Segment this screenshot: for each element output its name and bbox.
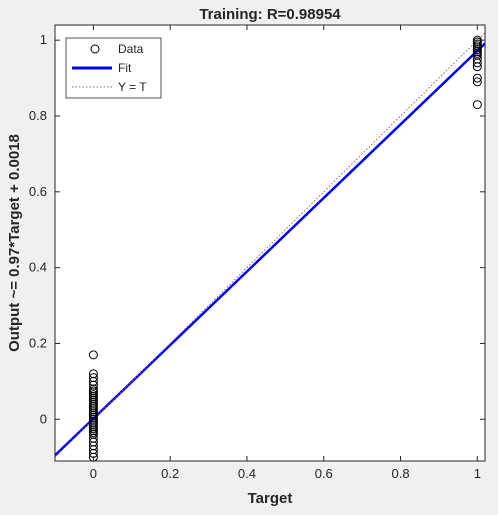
x-axis-label: Target [248, 490, 293, 507]
data-point [88, 350, 98, 360]
identity-line [54, 32, 486, 458]
data-point [472, 73, 482, 83]
fit-lines [54, 32, 486, 458]
data-point [472, 100, 482, 110]
y-tick-label: 1 [40, 32, 47, 47]
data-points [88, 35, 482, 462]
fit-line [54, 42, 486, 457]
legend-data-marker [90, 44, 100, 54]
x-tick-label: 0.8 [391, 466, 409, 481]
y-tick-label: 0 [40, 411, 47, 426]
legend-identity-label: Y = T [118, 80, 147, 94]
data-point [88, 448, 98, 458]
x-tick-label: 0 [90, 466, 97, 481]
x-tick-label: 0.4 [238, 466, 256, 481]
x-tick-label: 0.2 [161, 466, 179, 481]
x-tick-label: 1 [474, 466, 481, 481]
y-tick-label: 0.4 [29, 260, 47, 275]
data-point [472, 58, 482, 68]
legend: Data Fit Y = T [65, 37, 162, 99]
axes-box [54, 24, 486, 462]
y-tick-label: 0.2 [29, 335, 47, 350]
legend-fit-label: Fit [118, 61, 132, 75]
data-point [472, 62, 482, 72]
y-axis-label: Output ~= 0.97*Target + 0.0018 [6, 134, 23, 352]
x-tick-label: 0.6 [315, 466, 333, 481]
legend-data-label: Data [118, 42, 144, 56]
chart-title: Training: R=0.98954 [199, 6, 341, 23]
axis-ticks: 0 0.2 0.4 0.6 0.8 1 0 0.2 0.4 0.6 0.8 1 [29, 25, 485, 481]
y-tick-label: 0.8 [29, 108, 47, 123]
data-point [472, 77, 482, 87]
y-tick-label: 0.6 [29, 184, 47, 199]
